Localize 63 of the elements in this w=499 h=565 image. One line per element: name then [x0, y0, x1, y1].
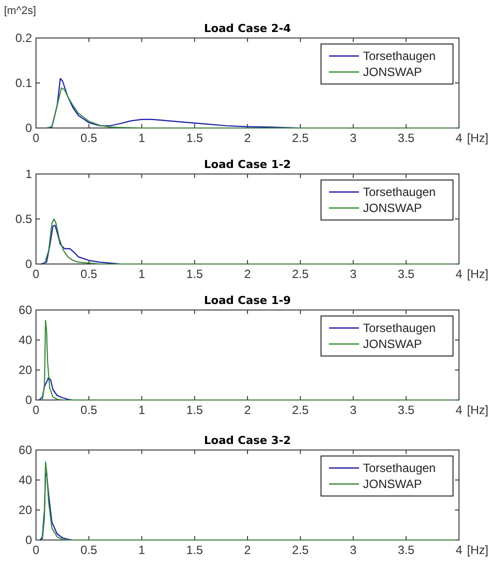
x-tick-label: 1: [138, 403, 146, 417]
y-tick-label: 0.1: [15, 76, 32, 90]
chart-title: Load Case 3-2: [204, 434, 291, 447]
legend-label: JONSWAP: [363, 337, 422, 351]
y-tick-label: 0.5: [15, 212, 32, 226]
x-tick-label: 2.5: [292, 131, 310, 145]
x-tick-label: 1: [138, 131, 146, 145]
y-tick-label: 0: [25, 121, 32, 135]
y-tick-label: 0: [25, 533, 32, 547]
x-tick-label: 1.5: [186, 131, 204, 145]
y-tick-label: 20: [18, 363, 32, 377]
legend-label: Torsethaugen: [363, 321, 436, 335]
x-tick-label: 0.5: [80, 543, 98, 557]
legend-label: Torsethaugen: [363, 461, 436, 475]
y-tick-label: 0: [25, 393, 32, 407]
x-tick-label: 4: [456, 543, 463, 557]
x-tick-label: 2: [244, 131, 252, 145]
y-tick-label: 0.2: [15, 31, 32, 45]
x-tick-label: 3: [350, 543, 357, 557]
chart-title: Load Case 1-9: [204, 294, 291, 307]
x-tick-label: 2: [244, 403, 252, 417]
y-tick-label: 0: [25, 257, 32, 271]
x-tick-label: 1.5: [186, 403, 204, 417]
x-tick-label: 3: [350, 131, 357, 145]
chart-title: Load Case 2-4: [204, 22, 292, 35]
x-tick-label: 4: [456, 267, 463, 281]
y-tick-label: 20: [18, 503, 32, 517]
chart-title: Load Case 1-2: [204, 158, 291, 171]
x-tick-label: 0.5: [80, 267, 98, 281]
x-tick-label: 1.5: [186, 267, 204, 281]
x-axis-title: [Hz]: [467, 131, 488, 145]
y-axis-title: [m^2s]: [4, 5, 36, 17]
y-tick-label: 60: [18, 443, 32, 457]
x-tick-label: 4: [456, 403, 463, 417]
x-tick-label: 0.5: [80, 403, 98, 417]
legend-label: Torsethaugen: [363, 185, 436, 199]
x-tick-label: 3.5: [398, 403, 415, 417]
x-tick-label: 4: [456, 131, 463, 145]
legend-label: Torsethaugen: [363, 49, 436, 63]
x-tick-label: 3.5: [398, 543, 415, 557]
y-tick-label: 40: [18, 333, 32, 347]
x-tick-label: 3.5: [398, 267, 415, 281]
x-tick-label: 2: [244, 267, 252, 281]
x-axis-title: [Hz]: [467, 267, 488, 281]
x-tick-label: 2.5: [292, 267, 310, 281]
x-tick-label: 3: [350, 403, 357, 417]
y-tick-label: 40: [18, 473, 32, 487]
x-tick-label: 3: [350, 267, 357, 281]
x-tick-label: 1: [138, 543, 146, 557]
x-tick-label: 3.5: [398, 131, 415, 145]
x-tick-label: 1: [138, 267, 146, 281]
legend-label: JONSWAP: [363, 65, 422, 79]
y-tick-label: 60: [18, 303, 32, 317]
x-tick-label: 0.5: [80, 131, 98, 145]
x-axis-title: [Hz]: [467, 403, 488, 417]
legend-label: JONSWAP: [363, 201, 422, 215]
x-tick-label: 2: [244, 543, 252, 557]
x-axis-title: [Hz]: [467, 543, 488, 557]
x-tick-label: 2.5: [292, 543, 310, 557]
legend-label: JONSWAP: [363, 477, 422, 491]
x-tick-label: 2.5: [292, 403, 310, 417]
x-tick-label: 1.5: [186, 543, 204, 557]
y-tick-label: 1: [25, 167, 32, 181]
